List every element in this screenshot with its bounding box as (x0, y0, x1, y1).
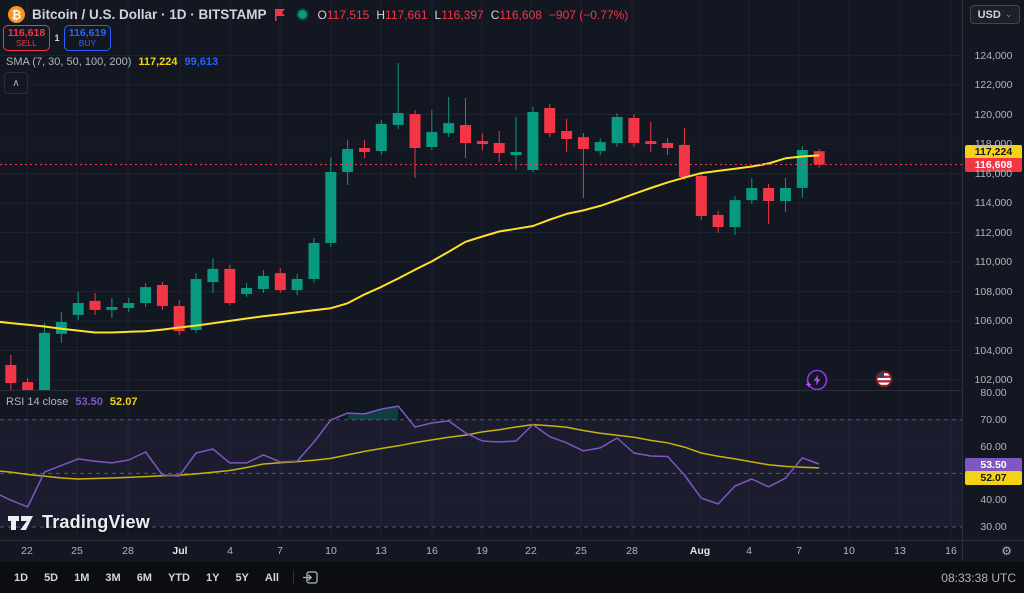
price-axis-label: 104,000 (974, 344, 1013, 357)
time-axis-tick: 10 (843, 545, 855, 557)
legend-collapse-button[interactable]: ∧ (4, 72, 28, 94)
time-axis-tick: 28 (122, 545, 134, 557)
gear-icon[interactable]: ⚙ (1001, 544, 1012, 558)
time-axis-tick: 28 (626, 545, 638, 557)
range-button-5D[interactable]: 5D (44, 571, 59, 584)
time-axis-tick: 22 (21, 545, 33, 557)
time-axis-tick: 22 (525, 545, 537, 557)
range-button-5Y[interactable]: 5Y (235, 571, 249, 584)
range-button-All[interactable]: All (264, 571, 279, 584)
rsi-ma-value: 52.07 (109, 396, 138, 408)
currency-label: USD (977, 8, 1001, 21)
price-axis-label: 120,000 (974, 108, 1013, 121)
sma-line (0, 154, 820, 334)
time-axis-tick: 25 (71, 545, 83, 557)
axis-corner: ⚙ (962, 540, 1024, 562)
time-axis[interactable]: 22 25 28 Jul 4 7 10 13 16 19 22 25 28 Aug 4 7 10 13 16 (0, 540, 962, 562)
time-axis-tick: 16 (945, 545, 957, 557)
rsi-axis-label: 40.00 (980, 494, 1007, 507)
sma-price-badge: 117,224 (965, 144, 1022, 159)
price-axis-label: 110,000 (974, 256, 1013, 268)
bottom-toolbar: 1D 5D 1M 3M 6M YTD 1Y 5Y All 08:33:38 UTC (0, 562, 1024, 593)
go-to-date-button[interactable] (302, 569, 319, 586)
flag-icon[interactable] (274, 8, 287, 22)
price-axis-label: 122,000 (974, 79, 1013, 91)
rsi-value-badge: 53.50 (965, 457, 1022, 472)
price-axis-label: 124,000 (974, 49, 1013, 62)
symbol-title[interactable]: Bitcoin / U.S. Dollar · 1D · BITSTAMP (32, 7, 267, 22)
rsi-legend-title: RSI 14 close (6, 396, 69, 408)
market-status-dot (297, 10, 307, 19)
range-buttons: 1D 5D 1M 3M 6M YTD 1Y 5Y All (8, 569, 289, 587)
range-button-3M[interactable]: 3M (105, 571, 121, 584)
watermark-text: TradingView (42, 512, 150, 532)
sma-legend[interactable]: SMA (7, 30, 50, 100, 200) 117,224 99,613 (6, 56, 218, 68)
tradingview-logo-icon (8, 515, 33, 530)
time-axis-tick: 7 (796, 545, 802, 557)
tradingview-watermark: TradingView (8, 512, 150, 533)
sma-value-2: 99,613 (184, 56, 219, 68)
time-axis-tick: 16 (426, 545, 438, 557)
clock-utc: 08:33:38 UTC (941, 570, 1016, 585)
rsi-value: 53.50 (75, 396, 103, 408)
time-axis-tick: 4 (227, 545, 233, 557)
range-button-6M[interactable]: 6M (136, 571, 152, 584)
ohlc-open: O117,515 (317, 7, 370, 22)
bitcoin-logo-icon: ₿ (8, 6, 25, 23)
time-axis-tick: 19 (476, 545, 488, 557)
candlestick-chart-canvas[interactable] (0, 0, 962, 540)
price-axis-label: 106,000 (974, 315, 1013, 327)
price-change: −907 (−0.77%) (548, 7, 629, 22)
price-axis-label: 114,000 (974, 197, 1013, 209)
time-axis-tick: Aug (689, 545, 711, 557)
rsi-axis-label: 30.00 (980, 521, 1007, 533)
ohlc-high: H117,661 (376, 7, 428, 22)
sma-legend-title: SMA (7, 30, 50, 100, 200) (6, 56, 132, 68)
rsi-axis-label: 80.00 (980, 387, 1007, 399)
time-axis-tick: Jul (172, 545, 188, 557)
time-axis-tick: 25 (575, 545, 587, 557)
rsi-axis-label: 60.00 (980, 440, 1007, 453)
range-button-1M[interactable]: 1M (74, 571, 90, 584)
time-axis-tick: 10 (325, 545, 337, 557)
price-axis-label: 118,000 (974, 138, 1013, 150)
ohlc-low: L116,397 (434, 7, 484, 22)
chevron-up-icon: ∧ (12, 77, 20, 89)
time-axis-tick: 4 (746, 545, 752, 557)
range-button-YTD[interactable]: YTD (167, 571, 190, 584)
us-flag-event-icon (875, 370, 893, 388)
trade-panel: 116,618 SELL 1 116,619 BUY (3, 25, 111, 51)
price-axis-label: 108,000 (974, 285, 1013, 298)
last-price-badge: 116,608 (965, 158, 1022, 173)
buy-button[interactable]: 116,619 BUY (64, 25, 111, 51)
time-axis-tick: 7 (277, 545, 283, 557)
range-button-1D[interactable]: 1D (14, 571, 29, 584)
rsi-ma-value-badge: 52.07 (965, 471, 1022, 486)
range-button-1Y[interactable]: 1Y (205, 571, 220, 584)
chart-plot-area[interactable] (0, 0, 962, 540)
rsi-ma-line (0, 423, 820, 480)
ohlc-close: C116,608 (490, 7, 542, 22)
calendar-arrow-icon (302, 571, 318, 584)
rsi-legend[interactable]: RSI 14 close 53.50 52.07 (6, 396, 137, 408)
spread-value: 1 (54, 33, 60, 43)
price-axis-label: 112,000 (974, 226, 1013, 239)
currency-dropdown[interactable]: USD ⌄ (970, 5, 1020, 24)
sell-button[interactable]: 116,618 SELL (3, 25, 50, 51)
time-axis-tick: 13 (894, 545, 906, 557)
toolbar-divider (292, 570, 294, 585)
rsi-line (0, 405, 820, 508)
sma-value-1: 117,224 (138, 56, 178, 68)
rsi-axis-label: 70.00 (980, 413, 1007, 426)
lightning-event-icon (805, 369, 828, 391)
time-axis-tick: 13 (375, 545, 387, 557)
chevron-down-icon: ⌄ (1004, 9, 1013, 19)
price-pane (0, 63, 962, 391)
price-axis-label: 102,000 (974, 374, 1013, 386)
price-axis-label: 116,000 (974, 167, 1013, 180)
price-axis[interactable]: USD ⌄ 117,224 116,608 53.50 52.07 124,00… (962, 0, 1024, 540)
symbol-header: ₿ Bitcoin / U.S. Dollar · 1D · BITSTAMP … (8, 4, 628, 25)
